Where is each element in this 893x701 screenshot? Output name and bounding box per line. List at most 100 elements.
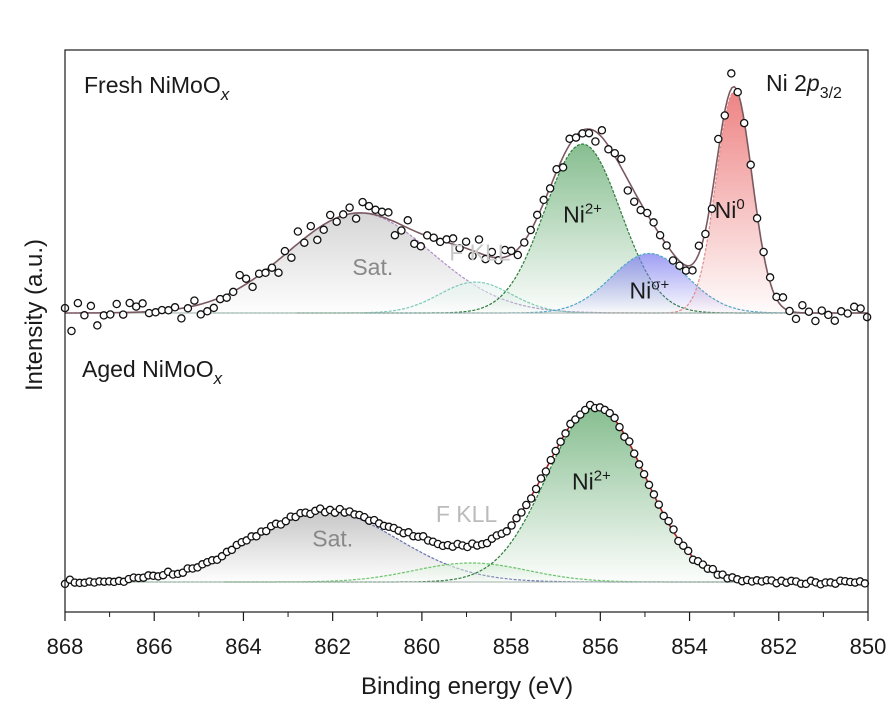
data-point	[669, 525, 678, 534]
x-tick-label: 862	[314, 634, 351, 659]
data-point	[714, 134, 723, 144]
data-point	[531, 484, 541, 494]
data-point	[856, 304, 865, 313]
data-point	[617, 154, 626, 164]
data-point	[664, 516, 673, 526]
data-point	[274, 268, 283, 277]
title-sub: 3/2	[820, 85, 842, 102]
peak-fill-Niσ+	[363, 253, 868, 313]
data-point	[235, 270, 244, 280]
data-point	[694, 241, 704, 250]
data-point	[610, 148, 620, 158]
data-point	[561, 429, 570, 438]
data-point	[448, 234, 458, 243]
data-point	[752, 214, 762, 223]
data-point	[778, 293, 788, 302]
data-point	[248, 282, 257, 292]
x-tick-label: 854	[671, 634, 708, 659]
data-point	[791, 314, 801, 324]
peak-label-main: Sat.	[352, 254, 393, 280]
data-point	[817, 306, 827, 315]
fresh-label-main: Fresh NiMoO	[84, 72, 221, 98]
data-point	[397, 226, 406, 235]
data-point	[526, 225, 535, 235]
peak-label-sup: 2+	[594, 468, 611, 485]
data-point	[532, 210, 542, 220]
data-point	[227, 545, 237, 555]
peak-label-sup: σ+	[651, 277, 669, 294]
data-point	[319, 225, 328, 235]
title-orbital: p	[806, 70, 820, 96]
data-point	[707, 204, 717, 213]
peak-label-Ni2+: Ni2+	[572, 468, 611, 495]
data-point	[539, 195, 548, 205]
data-point	[597, 126, 607, 135]
data-point	[403, 216, 413, 225]
fit-envelope	[65, 85, 868, 314]
peak-label-Sat.: Sat.	[352, 254, 393, 280]
data-point	[267, 263, 277, 272]
frame-layer	[64, 49, 869, 613]
peak-fill-Sat.	[65, 511, 868, 582]
data-point	[604, 145, 613, 154]
data-point	[675, 261, 684, 270]
data-point	[222, 293, 231, 302]
data-point	[73, 298, 83, 308]
data-point	[536, 474, 546, 483]
x-ticks: 868 866 864 862 860 858 856 854 852 850	[47, 612, 886, 659]
data-point	[639, 469, 649, 479]
data-point	[629, 449, 639, 458]
peak-label-F KLL: F KLL	[436, 501, 498, 527]
peak-label-main: F KLL	[449, 240, 511, 266]
x-tick-label: 860	[404, 634, 441, 659]
data-point	[93, 321, 102, 330]
fresh-panel-label: Fresh NiMoOx	[84, 72, 230, 104]
data-point	[584, 128, 594, 138]
fresh-label-sub: x	[220, 85, 230, 104]
data-point	[520, 238, 529, 247]
data-point	[345, 203, 354, 212]
data-point	[300, 238, 309, 247]
peak-fill-Sat.	[65, 213, 868, 313]
x-tick-label: 868	[47, 634, 84, 659]
data-point	[325, 210, 335, 220]
data-point	[605, 408, 614, 418]
data-point	[683, 546, 693, 556]
peak-label-main: Ni	[630, 278, 652, 304]
data-point	[708, 564, 718, 574]
data-point	[634, 460, 644, 469]
data-point	[241, 274, 251, 283]
data-point	[287, 253, 296, 262]
data-point	[190, 296, 199, 305]
data-point	[625, 437, 634, 446]
data-point	[830, 316, 840, 325]
data-point	[517, 508, 526, 517]
data-point	[67, 326, 76, 336]
data-point	[429, 233, 438, 242]
x-tick-label: 856	[582, 634, 619, 659]
data-point	[727, 69, 736, 78]
x-tick-label: 866	[136, 634, 173, 659]
aged-panel-label: Aged NiMoOx	[82, 356, 223, 388]
x-tick-label: 864	[225, 634, 262, 659]
data-point	[571, 415, 580, 424]
data-point	[824, 310, 833, 320]
x-axis-label: Binding energy (eV)	[361, 673, 573, 700]
data-point	[416, 242, 426, 251]
fit-envelope	[65, 405, 868, 583]
peak-label-main: Ni	[715, 197, 737, 223]
data-point	[507, 246, 516, 256]
data-point	[655, 230, 665, 240]
y-axis-label: Intensity (a.u.)	[21, 239, 48, 391]
peak-label-main: Sat.	[312, 526, 353, 552]
data-point	[280, 246, 290, 256]
data-point	[461, 237, 471, 246]
peak-label-F KLL: F KLL	[449, 240, 511, 266]
data-point	[688, 266, 697, 275]
peak-fill-Ni2+	[224, 407, 868, 582]
data-point	[332, 217, 341, 226]
data-point	[551, 446, 560, 456]
data-point	[526, 494, 536, 503]
data-point	[659, 511, 668, 521]
